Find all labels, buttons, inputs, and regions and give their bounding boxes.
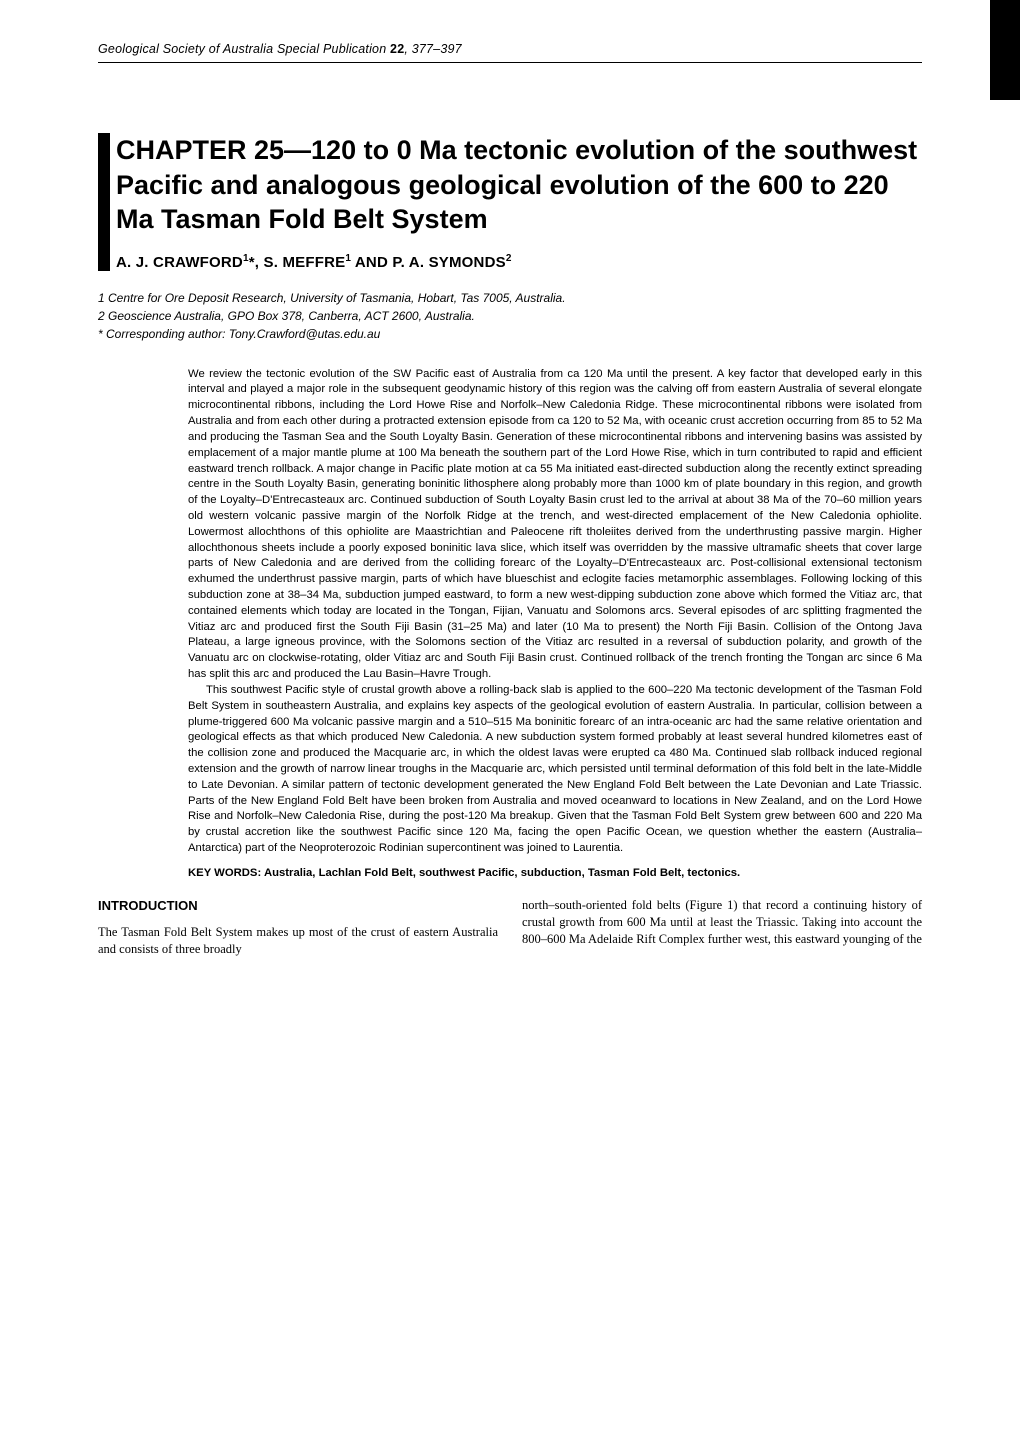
- column-left: INTRODUCTION The Tasman Fold Belt System…: [98, 897, 498, 958]
- affiliations: 1 Centre for Ore Deposit Research, Unive…: [98, 289, 922, 343]
- citation-pages: , 377–397: [404, 42, 461, 56]
- abstract: We review the tectonic evolution of the …: [188, 367, 922, 857]
- affiliation-1: 1 Centre for Ore Deposit Research, Unive…: [98, 289, 922, 307]
- column-right: north–south-oriented fold belts (Figure …: [522, 897, 922, 958]
- citation-prefix: Geological Society of Australia Special …: [98, 42, 390, 56]
- page-content: Geological Society of Australia Special …: [0, 0, 1020, 998]
- section-heading: INTRODUCTION: [98, 897, 498, 915]
- keywords-text: Australia, Lachlan Fold Belt, southwest …: [264, 867, 740, 879]
- title-side-rule: [98, 133, 110, 271]
- body-text-left: The Tasman Fold Belt System makes up mos…: [98, 924, 498, 958]
- abstract-p1: We review the tectonic evolution of the …: [188, 367, 922, 683]
- title-block: CHAPTER 25—120 to 0 Ma tectonic evolutio…: [98, 133, 922, 271]
- affiliation-2: 2 Geoscience Australia, GPO Box 378, Can…: [98, 307, 922, 325]
- body-text-right: north–south-oriented fold belts (Figure …: [522, 897, 922, 948]
- citation-volume: 22: [390, 42, 404, 56]
- abstract-p2: This southwest Pacific style of crustal …: [188, 683, 922, 857]
- header-citation: Geological Society of Australia Special …: [98, 42, 922, 63]
- keywords: KEY WORDS: Australia, Lachlan Fold Belt,…: [188, 867, 922, 879]
- authors: A. J. CRAWFORD1*, S. MEFFRE1 AND P. A. S…: [116, 253, 922, 271]
- side-tab: [990, 0, 1020, 100]
- chapter-title: CHAPTER 25—120 to 0 Ma tectonic evolutio…: [116, 133, 922, 237]
- keywords-label: KEY WORDS:: [188, 867, 264, 879]
- body-columns: INTRODUCTION The Tasman Fold Belt System…: [98, 897, 922, 958]
- corresponding-author: * Corresponding author: Tony.Crawford@ut…: [98, 325, 922, 343]
